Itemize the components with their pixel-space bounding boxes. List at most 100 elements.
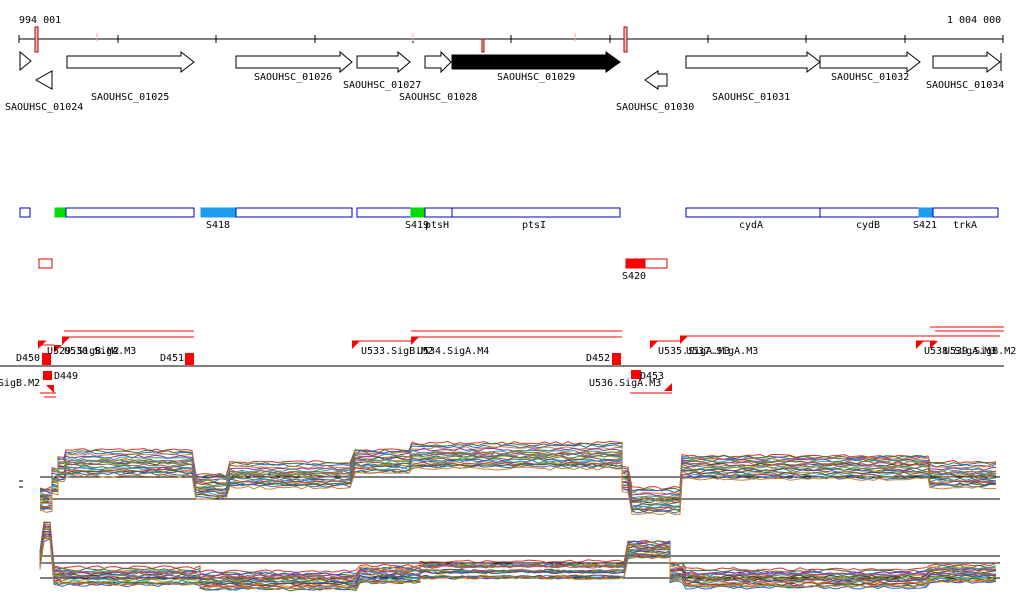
feature-label: U535.SigA.M3 [658, 346, 730, 357]
axis-start-label: 994 001 [19, 15, 61, 26]
operon-segment[interactable] [235, 207, 353, 218]
gene-label: SAOUHSC_01034 [926, 80, 1004, 91]
promoter-marker[interactable] [916, 341, 924, 349]
expression-line [39, 451, 997, 500]
expression-line [39, 537, 997, 592]
feature-label: U530.SigA.M3 [64, 346, 136, 357]
promoter-marker[interactable] [54, 345, 62, 353]
gene-arrow-saouhsc-01034[interactable] [932, 50, 1001, 74]
operon-segment-red[interactable] [644, 258, 668, 269]
gene-arrow-saouhsc-01025[interactable] [66, 50, 195, 74]
feature-label: D449 [54, 371, 78, 382]
feature-label: U533.SigB.M2 [361, 346, 433, 357]
promoter-marker[interactable] [46, 385, 54, 393]
operon-label: S420 [622, 271, 646, 282]
expression-track-bottom [39, 521, 1000, 592]
operon-segment-trka[interactable] [932, 207, 999, 218]
expression-line [39, 440, 997, 490]
axis-marker[interactable] [481, 38, 485, 53]
expression-line [39, 525, 997, 579]
operon-labels: S418 S419 ptsH ptsI cydA cydB S421 trkA … [206, 220, 977, 282]
terminator-marker-d452[interactable] [612, 353, 621, 365]
operon-segment-red[interactable] [38, 258, 53, 269]
expression-line [39, 463, 997, 512]
feature-label: U529.SigB.M2 [47, 346, 119, 357]
promoter-marker[interactable] [62, 337, 70, 345]
operon-segment-ptsi[interactable] [451, 207, 621, 218]
promoter-marker[interactable] [930, 341, 938, 349]
operon-label: cydA [739, 220, 763, 231]
operon-segment-green[interactable] [54, 207, 66, 218]
axis-marker[interactable] [623, 26, 628, 53]
operon-label: ptsI [522, 220, 546, 231]
axis-end-label: 1 004 000 [947, 15, 1001, 26]
feature-labels: D450 D449 U529.SigB.M2 U530.SigA.M3 D451… [0, 346, 1016, 389]
gene-label: SAOUHSC_01025 [91, 92, 169, 103]
gene-arrow-saouhsc-01032[interactable] [819, 50, 921, 74]
operon-label: S418 [206, 220, 230, 231]
expression-line [39, 537, 997, 590]
operon-label: cydB [856, 220, 880, 231]
gene-arrow-saouhsc-01031[interactable] [685, 50, 821, 74]
operon-segment-s420[interactable] [625, 258, 646, 269]
feature-label: D450 [16, 353, 40, 364]
gene-label: SAOUHSC_01028 [399, 92, 477, 103]
expression-line [39, 459, 997, 509]
gene-label: SAOUHSC_01026 [254, 72, 332, 83]
expression-line [39, 521, 997, 574]
operon-segment-ptsh[interactable] [424, 207, 453, 218]
gene-arrow[interactable] [19, 50, 32, 72]
expression-line [39, 452, 997, 502]
feature-markers [38, 336, 938, 393]
expression-line [39, 466, 997, 516]
gene-label: SAOUHSC_01024 [5, 102, 83, 113]
terminator-marker-d449[interactable] [43, 371, 52, 380]
expression-line [39, 446, 997, 495]
gene-arrow-saouhsc-01024[interactable] [34, 70, 53, 90]
operon-label: S419 [405, 220, 429, 231]
terminator-marker-d453[interactable] [631, 370, 641, 379]
feature-label: U534.SigA.M4 [417, 346, 489, 357]
promoter-marker[interactable] [664, 383, 672, 391]
promoter-marker[interactable] [38, 341, 46, 349]
operon-segment-s418[interactable] [200, 207, 237, 218]
expression-track-top [19, 440, 1000, 516]
promoter-marker[interactable] [352, 341, 360, 349]
feature-label: SigB.M2 [0, 378, 40, 389]
promoter-marker[interactable] [411, 337, 419, 345]
gene-label: SAOUHSC_01030 [616, 102, 694, 113]
terminator-marker-d451[interactable] [185, 353, 194, 365]
gene-arrow-saouhsc-01028[interactable] [424, 50, 452, 74]
operon-track [19, 207, 999, 269]
feature-label: D453 [640, 371, 664, 382]
operon-label: ptsH [425, 220, 449, 231]
expression-line [39, 449, 997, 499]
gene-arrow-saouhsc-01026[interactable] [235, 50, 353, 74]
terminator-marker-d450[interactable] [42, 353, 51, 365]
operon-segment[interactable] [356, 207, 412, 218]
gene-label: SAOUHSC_01032 [831, 72, 909, 83]
gene-labels: SAOUHSC_01024 SAOUHSC_01025 SAOUHSC_0102… [5, 72, 1004, 113]
feature-label: D451 [160, 353, 184, 364]
expression-line [39, 526, 997, 581]
gene-arrow-saouhsc-01027[interactable] [356, 50, 411, 74]
operon-segment-s421[interactable] [918, 207, 934, 218]
operon-segment[interactable] [65, 207, 195, 218]
gene-arrow-saouhsc-01030[interactable] [644, 70, 668, 90]
gene-arrow-saouhsc-01029[interactable] [451, 51, 621, 73]
operon-segment-s419[interactable] [410, 207, 426, 218]
operon-segment-cyda[interactable] [685, 207, 821, 218]
gene-label: SAOUHSC_01029 [497, 72, 575, 83]
promoter-marker[interactable] [650, 341, 658, 349]
operon-segment[interactable] [19, 207, 31, 218]
axis-marker[interactable] [34, 26, 39, 53]
coordinate-axis: 994 001 1 004 000 [18, 15, 1004, 53]
feature-label: U538.SigA.M3 [924, 346, 996, 357]
operon-label: trkA [953, 220, 977, 231]
operon-segment-cydb[interactable] [819, 207, 920, 218]
promoter-marker[interactable] [680, 336, 688, 344]
feature-label: D452 [586, 353, 610, 364]
gene-track [19, 50, 1002, 90]
feature-label: U539.SigB.M2 [944, 346, 1016, 357]
